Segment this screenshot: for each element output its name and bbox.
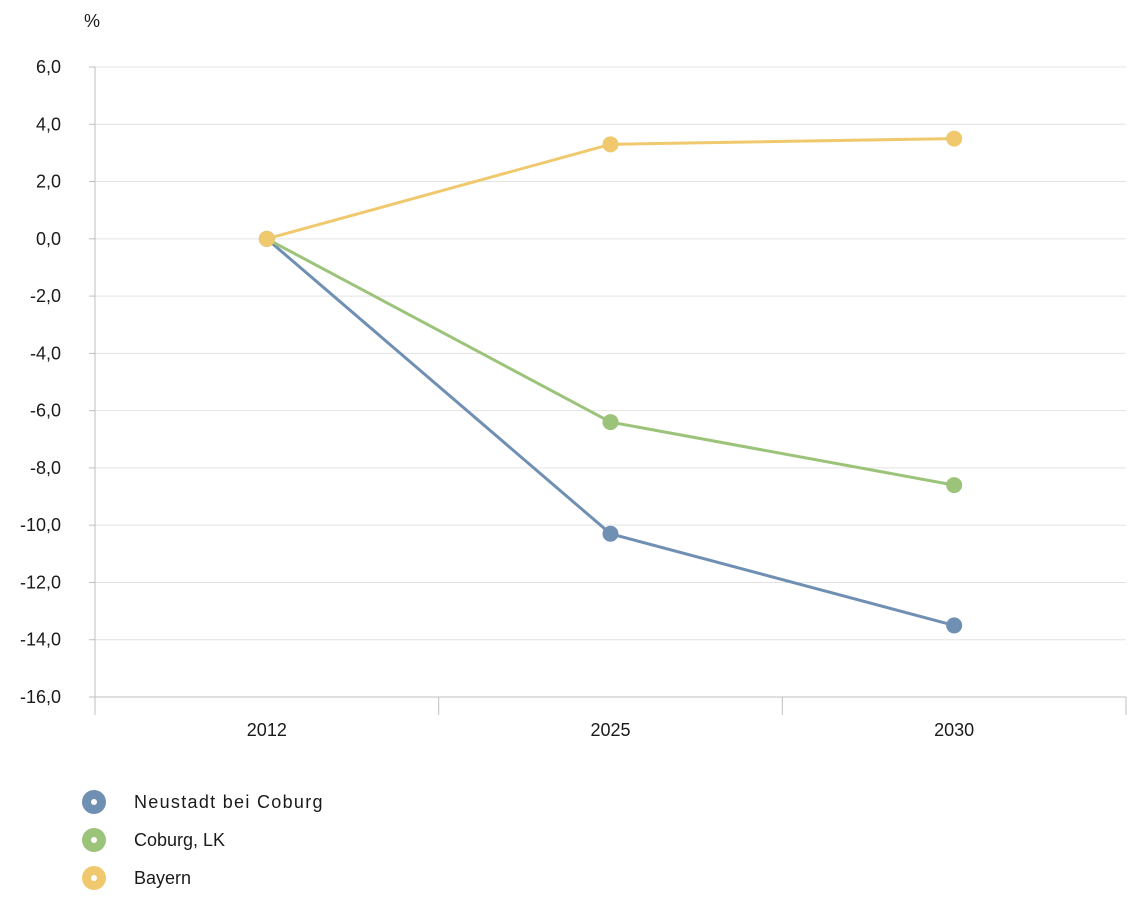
data-point[interactable]: [602, 414, 619, 431]
y-tick-label: 6,0: [36, 57, 61, 77]
legend-marker-icon: [82, 866, 106, 890]
y-tick-label: 0,0: [36, 229, 61, 249]
legend-label: Neustadt bei Coburg: [134, 791, 324, 812]
legend-item[interactable]: Bayern: [82, 859, 324, 897]
series-lines: [258, 130, 963, 634]
data-point[interactable]: [602, 136, 619, 153]
legend-item[interactable]: Neustadt bei Coburg: [82, 783, 324, 821]
tick-labels: 6,0 4,0 2,0 0,0 -2,0 -4,0 -6,0 -8,0 -10,0 -12,0 -1…: [20, 57, 974, 740]
legend-label: Coburg, LK: [134, 829, 226, 850]
y-tick-label: -14,0: [20, 630, 61, 650]
legend: Neustadt bei Coburg Coburg, LK Bayern: [82, 783, 324, 897]
grid-lines: [95, 66, 1126, 641]
line-chart: 6,0 4,0 2,0 0,0 -2,0 -4,0 -6,0 -8,0 -10,0 -12,0 -1…: [20, 11, 1127, 740]
legend-marker-icon: [82, 790, 106, 814]
data-point[interactable]: [946, 477, 963, 494]
legend-item[interactable]: Coburg, LK: [82, 821, 324, 859]
x-tick-label: 2025: [590, 720, 630, 740]
data-point[interactable]: [946, 617, 963, 634]
data-point[interactable]: [946, 130, 963, 147]
x-tick-label: 2030: [934, 720, 974, 740]
series-line: [265, 237, 955, 627]
y-tick-label: -16,0: [20, 687, 61, 707]
y-tick-label: -4,0: [30, 343, 61, 363]
y-unit-label: %: [84, 11, 100, 31]
y-tick-label: -8,0: [30, 458, 61, 478]
y-tick-label: 4,0: [36, 114, 61, 134]
series-line: [266, 237, 955, 487]
y-tick-label: -12,0: [20, 572, 61, 592]
axes: [89, 66, 1127, 715]
x-tick-label: 2012: [247, 720, 287, 740]
y-tick-label: -6,0: [30, 401, 61, 421]
y-tick-label: -2,0: [30, 286, 61, 306]
y-tick-label: -10,0: [20, 515, 61, 535]
legend-marker-icon: [82, 828, 106, 852]
series-line: [266, 137, 955, 241]
y-tick-label: 2,0: [36, 172, 61, 192]
data-point[interactable]: [602, 525, 619, 542]
legend-label: Bayern: [134, 867, 192, 888]
data-point[interactable]: [258, 230, 275, 247]
